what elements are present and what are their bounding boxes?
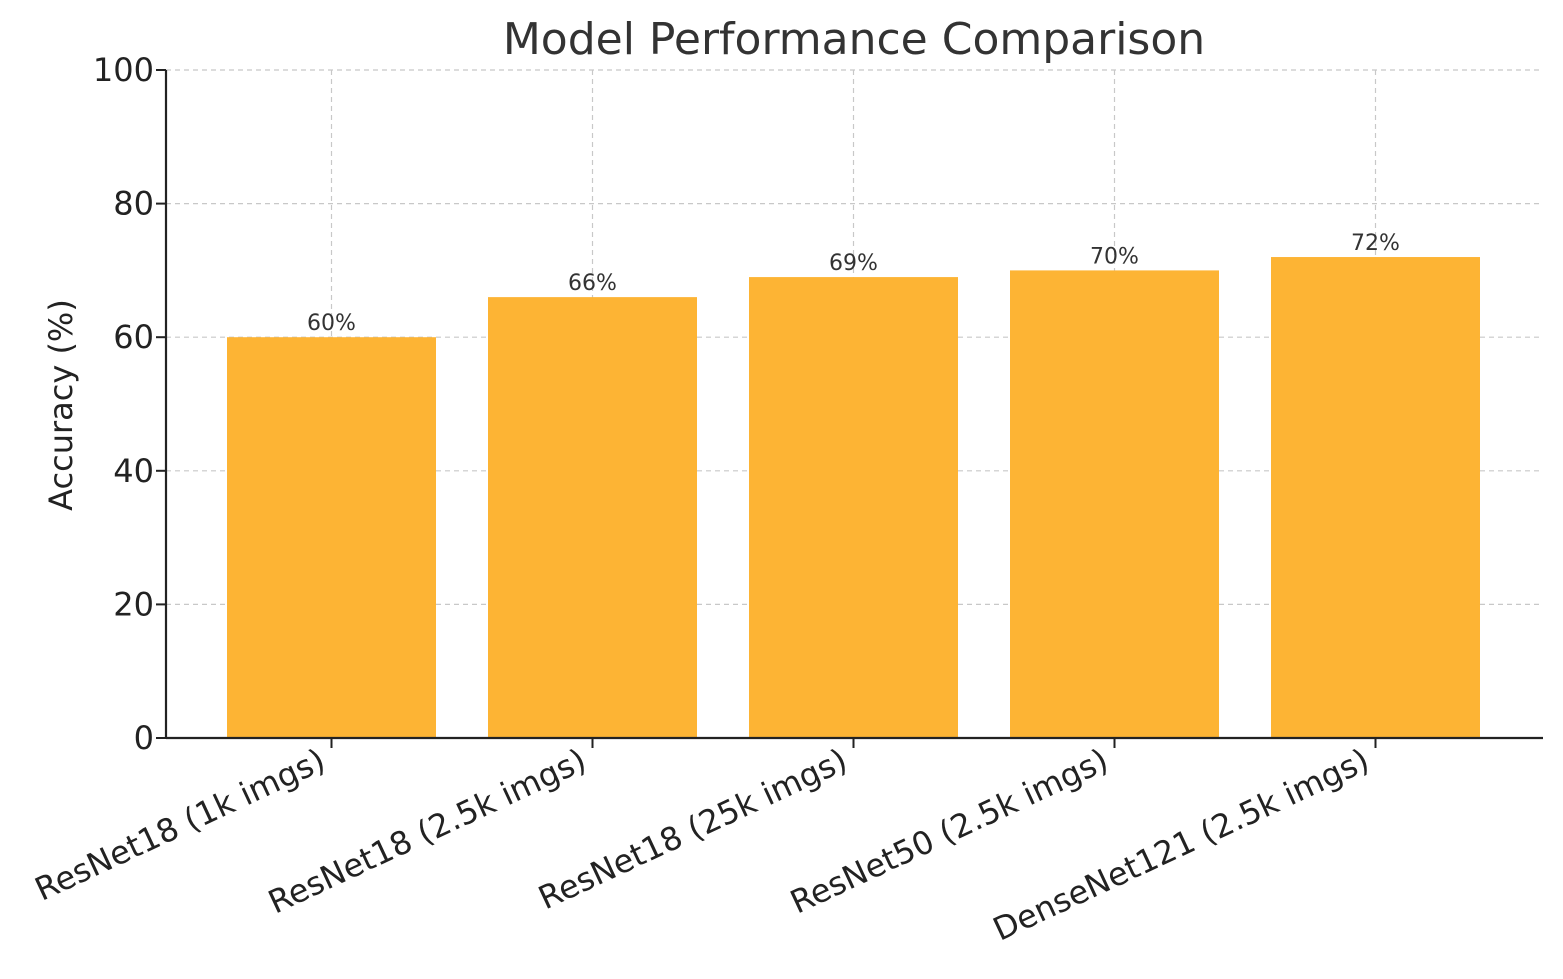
data-label: 69% bbox=[829, 251, 878, 276]
y-tick-label: 60 bbox=[113, 318, 154, 356]
y-tick-label: 80 bbox=[113, 185, 154, 223]
bar bbox=[227, 337, 436, 738]
chart-title: Model Performance Comparison bbox=[503, 14, 1205, 65]
y-tick-label: 0 bbox=[134, 719, 154, 757]
bars-layer bbox=[227, 257, 1480, 738]
axes-layer bbox=[156, 69, 1543, 748]
bar bbox=[488, 297, 697, 738]
data-label: 72% bbox=[1351, 231, 1400, 256]
bar bbox=[1271, 257, 1480, 738]
data-label: 60% bbox=[307, 311, 356, 336]
bar bbox=[1010, 270, 1219, 738]
y-tick-label: 20 bbox=[113, 585, 154, 623]
y-tick-label: 40 bbox=[113, 452, 154, 490]
data-label: 66% bbox=[568, 271, 617, 296]
y-tick-label: 100 bbox=[93, 51, 154, 89]
y-axis-label: Accuracy (%) bbox=[42, 299, 80, 511]
bar bbox=[749, 277, 958, 738]
data-label: 70% bbox=[1090, 244, 1139, 269]
